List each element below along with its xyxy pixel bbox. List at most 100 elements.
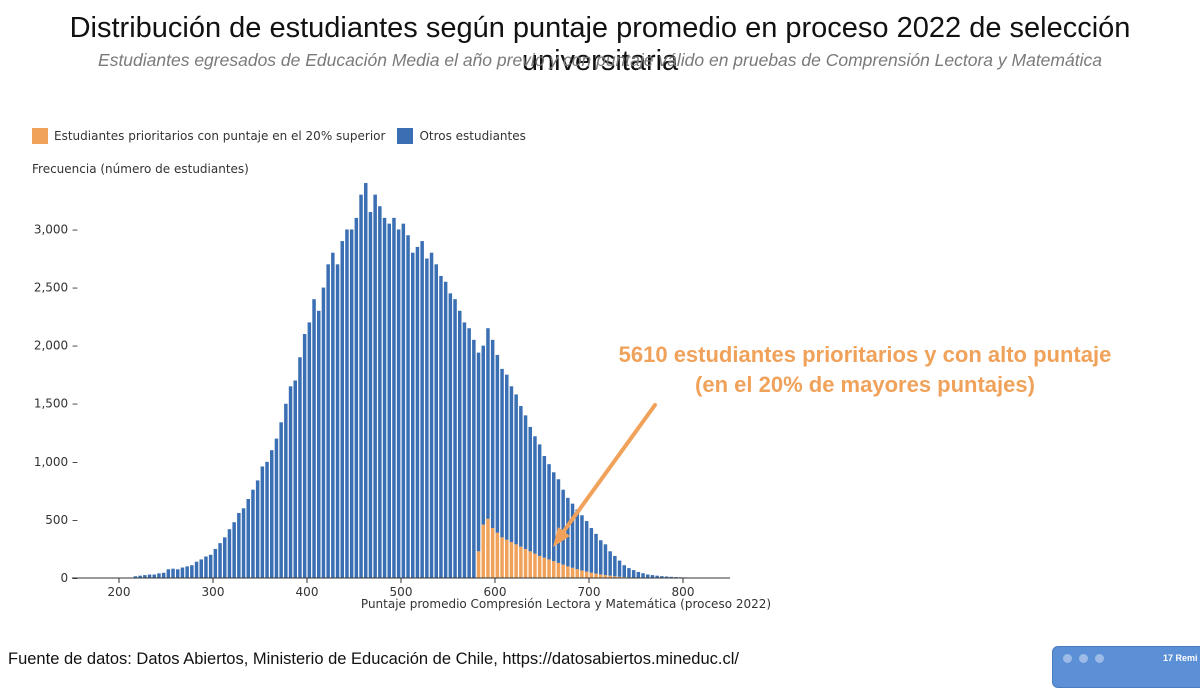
bar-otros [463,322,467,578]
bar-otros [538,444,542,556]
bar-otros [510,386,514,542]
bar-otros [181,568,185,578]
bar-prioritarios [566,566,570,578]
bar-otros [406,235,410,578]
bar-otros [355,218,359,578]
bar-otros [232,522,236,578]
bar-prioritarios [529,551,533,578]
bar-otros [557,479,561,563]
bar-prioritarios [496,533,500,578]
bar-prioritarios [505,540,509,578]
bar-prioritarios [524,549,528,578]
bar-otros [430,253,434,578]
bar-otros [228,529,232,578]
window-close-dot[interactable] [1063,654,1072,663]
bar-prioritarios [561,565,565,578]
bar-otros [529,427,533,551]
bar-otros [237,513,241,578]
bar-otros [472,340,476,578]
bar-otros [204,557,208,578]
bar-otros [265,462,269,578]
bar-otros [514,394,518,544]
y-tick-label: 2,500 – [34,281,78,295]
bar-otros [336,264,340,578]
bar-otros [439,276,443,578]
bar-otros [585,521,589,572]
window-minimize-dot[interactable] [1079,654,1088,663]
bar-otros [378,206,382,578]
bar-otros [312,299,316,578]
bar-prioritarios [477,551,481,578]
bar-otros [157,573,161,578]
bar-otros [416,247,420,578]
bar-otros [392,218,396,578]
bar-otros [453,299,457,578]
bar-prioritarios [514,544,518,578]
bar-otros [533,436,537,553]
bar-otros [209,555,213,578]
bar-prioritarios [599,574,603,578]
bar-otros [275,439,279,578]
bar-otros [322,288,326,578]
bar-otros [608,551,612,575]
window-controls [1063,654,1104,663]
bar-otros [326,264,330,578]
bar-otros [162,573,166,578]
y-tick-label: 3,000 – [34,222,78,236]
bar-otros [256,480,260,578]
y-tick-label: 2,000 – [34,339,78,353]
bar-otros [524,415,528,549]
bar-prioritarios [500,537,504,578]
bar-otros [298,357,302,578]
bar-prioritarios [576,569,580,578]
bar-otros [153,575,157,578]
bar-otros [402,224,406,578]
bar-otros [284,404,288,578]
bar-otros [223,537,227,578]
mini-window[interactable]: 17 Remi [1052,646,1200,688]
bar-otros [388,224,392,578]
bar-otros [491,340,495,528]
bar-otros [200,559,204,578]
y-tick-label: 500 – [45,513,78,527]
bar-prioritarios [547,559,551,578]
bar-otros [270,450,274,578]
bar-prioritarios [552,561,556,578]
bar-otros [604,544,608,575]
bar-otros [594,534,598,574]
bar-otros [449,293,453,578]
x-tick-label: 300 [202,585,225,599]
bar-otros [543,456,547,558]
bar-prioritarios [533,554,537,578]
callout-line-1: 5610 estudiantes prioritarios y con alto… [560,340,1170,370]
bar-otros [261,466,265,578]
x-tick-label: 400 [296,585,319,599]
bar-otros [641,573,645,578]
bar-otros [289,386,293,578]
bar-prioritarios [519,547,523,578]
bar-otros [176,569,180,578]
bar-prioritarios [538,556,542,578]
bar-otros [571,504,575,568]
y-tick-label: 1,000 – [34,455,78,469]
bar-prioritarios [594,574,598,578]
callout-annotation: 5610 estudiantes prioritarios y con alto… [560,340,1170,400]
bar-otros [547,464,551,559]
bar-prioritarios [543,558,547,578]
bar-otros [566,498,570,567]
bar-otros [425,259,429,578]
bar-otros [294,381,298,579]
x-axis-label: Puntaje promedio Compresión Lectora y Ma… [361,597,771,611]
bar-otros [279,422,283,578]
bar-otros [251,490,255,578]
bar-prioritarios [491,528,495,578]
bar-otros [350,229,354,578]
bar-otros [618,561,622,577]
bar-otros [552,472,556,561]
bar-otros [148,575,152,578]
bar-otros [341,241,345,578]
window-zoom-dot[interactable] [1095,654,1104,663]
y-tick-label: 0 – [61,571,78,585]
data-source-note: Fuente de datos: Datos Abiertos, Ministe… [8,650,739,669]
